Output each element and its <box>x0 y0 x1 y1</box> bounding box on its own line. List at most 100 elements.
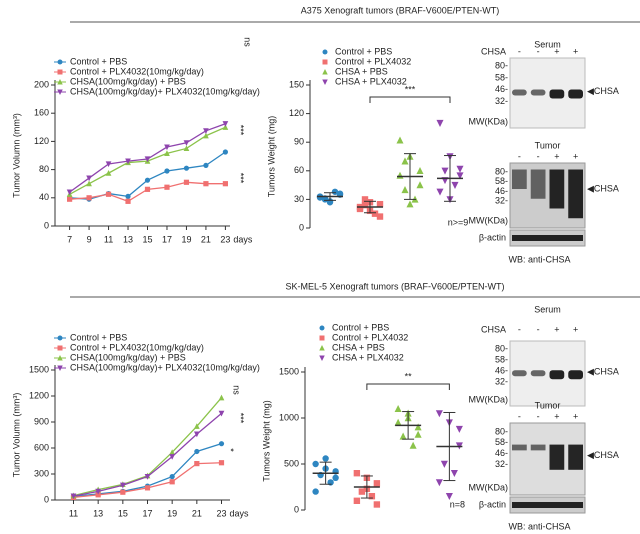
blot-band <box>568 89 583 99</box>
marker <box>332 474 339 481</box>
y-tick-label: 500 <box>284 458 299 468</box>
marker <box>435 410 443 418</box>
blot-band <box>530 169 546 199</box>
mw-label: 46- <box>495 448 508 458</box>
legend-marker <box>322 69 328 75</box>
marker <box>358 488 366 495</box>
marker <box>218 394 225 401</box>
mw-label: 32- <box>495 377 508 387</box>
y-tick-label: 1500 <box>29 364 49 374</box>
y-tick-label: 0 <box>44 494 49 504</box>
marker <box>169 449 176 455</box>
mw-label: 32- <box>495 96 508 106</box>
marker <box>169 454 176 460</box>
treatment-sign: - <box>537 324 540 334</box>
blot-band <box>549 444 565 470</box>
mw-label: 58- <box>495 354 508 364</box>
treatment-sign: + <box>573 411 578 421</box>
marker <box>164 150 170 156</box>
y-tick-label: 0 <box>44 220 49 230</box>
marker <box>399 432 407 440</box>
legend-marker <box>57 69 63 75</box>
y-tick-label: 60 <box>294 165 304 175</box>
marker <box>125 193 131 199</box>
band-label: ◀CHSA <box>587 183 619 193</box>
marker <box>435 479 443 487</box>
x-tick-label: 19 <box>167 508 177 518</box>
mw-unit: MW(KDa) <box>469 116 509 126</box>
y-tick-label: 900 <box>34 416 49 426</box>
marker <box>193 423 200 429</box>
marker <box>436 119 444 127</box>
annotation: * <box>226 448 236 452</box>
marker <box>203 162 209 168</box>
marker <box>450 470 458 478</box>
band-label: ◀CHSA <box>587 367 619 377</box>
legend-marker <box>322 59 328 65</box>
marker <box>222 124 229 130</box>
marker <box>414 423 422 431</box>
y-tick-label: 120 <box>289 108 304 118</box>
marker <box>361 201 369 209</box>
y-axis-label: Tumors Weight (mg) <box>266 116 276 198</box>
y-tick-label: 1500 <box>279 366 299 376</box>
marker <box>67 196 73 202</box>
marker <box>183 165 190 171</box>
legend-label: Control + PBS <box>70 56 127 66</box>
marker <box>86 195 92 201</box>
legend-marker <box>319 345 325 351</box>
marker <box>144 186 151 192</box>
marker <box>70 493 77 500</box>
actin-label: β-actin <box>479 232 506 242</box>
marker <box>95 492 101 498</box>
marker <box>144 156 151 163</box>
marker <box>406 200 414 208</box>
x-tick-label: 13 <box>93 508 103 518</box>
marker <box>105 191 112 197</box>
blot-title: Serum <box>534 304 561 314</box>
mw-label: 46- <box>495 84 508 94</box>
x-tick-label: 17 <box>162 234 172 244</box>
legend-label: CHSA(100mg/kg/day)+ PLX4032(10mg/kg/day) <box>70 362 260 372</box>
x-tick-label: 13 <box>123 234 133 244</box>
treatment-label: CHSA <box>481 46 506 56</box>
marker <box>451 181 459 189</box>
marker <box>222 181 228 187</box>
marker <box>414 430 422 438</box>
treatment-sign: + <box>554 151 559 161</box>
legend-label: CHSA(100mg/kg/day) + PBS <box>70 352 186 362</box>
x-tick-label: 7 <box>67 234 72 244</box>
marker <box>371 210 379 217</box>
blot-title: Tumor <box>535 400 561 410</box>
significance-bracket <box>369 96 451 103</box>
x-tick-label: 11 <box>104 234 113 244</box>
marker <box>441 167 449 175</box>
marker <box>218 410 225 417</box>
treatment-sign: - <box>518 46 521 56</box>
marker <box>394 418 402 426</box>
marker <box>361 196 369 203</box>
blot-band <box>512 89 527 96</box>
series-line <box>73 397 222 497</box>
x-axis-label: days <box>230 508 250 518</box>
annotation: n=8 <box>450 499 465 509</box>
blot-band <box>530 89 546 96</box>
marker <box>312 460 319 468</box>
treatment-sign: - <box>518 324 521 334</box>
legend-marker <box>57 59 63 65</box>
legend-label: Control + PLX4032(10mg/kg/day) <box>70 342 204 352</box>
blot-band <box>568 169 583 219</box>
marker <box>336 190 344 197</box>
significance-bracket <box>366 383 450 390</box>
marker <box>331 188 339 195</box>
y-axis-label: Tumors Weight (mg) <box>261 400 271 482</box>
marker <box>105 170 112 176</box>
blot-band <box>512 370 527 377</box>
marker <box>409 441 417 449</box>
legend-marker <box>57 365 63 371</box>
panel-title: A375 Xenograft tumors (BRAF-V600E/PTEN-W… <box>301 5 500 15</box>
marker <box>86 180 92 187</box>
annotation: n>=9 <box>448 217 469 227</box>
blot-band <box>530 370 546 377</box>
y-tick-label: 80 <box>39 164 49 174</box>
